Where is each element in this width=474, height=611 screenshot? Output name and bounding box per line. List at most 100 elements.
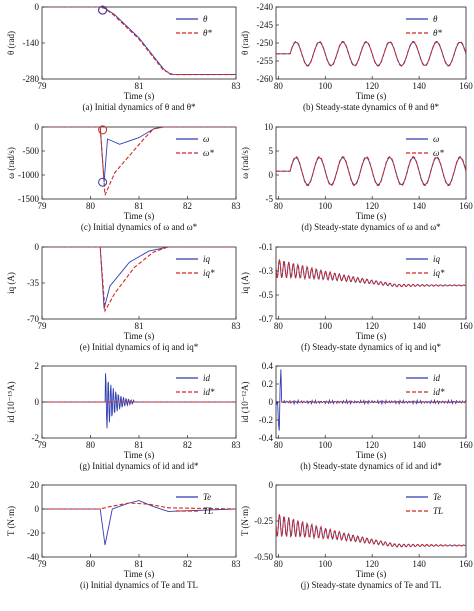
y-tick-label: -140 (23, 38, 40, 48)
chart-panel-e: 79 81 83 0 -35 -70 Time (s) iq (A) iq iq* (e) Init… (6, 242, 241, 352)
legend-label: iq* (433, 268, 445, 278)
panel-caption: (i) Initial dynamics of Te and TL (80, 580, 198, 590)
y-tick-label: -70 (27, 314, 39, 324)
x-axis-label: Time (s) (124, 331, 154, 341)
x-axis-label: Time (s) (124, 569, 154, 579)
y-axis-label: iq (A) (240, 272, 250, 294)
legend-label: θ (203, 14, 208, 24)
y-tick-label: 0 (35, 504, 40, 514)
y-axis-label: T (N·m) (240, 506, 250, 536)
series-line-1 (42, 247, 236, 313)
panel-caption: (d) Steady-state dynamics of ω and ω* (301, 222, 441, 232)
plot-frame (41, 246, 237, 320)
panel-caption: (c) Initial dynamics of ω and ω* (81, 222, 198, 232)
y-tick-label: -250 (257, 38, 274, 48)
panel-caption: (g) Initial dynamics of id and id* (80, 461, 199, 471)
series-line-1 (42, 502, 236, 510)
y-tick-label: 10 (264, 122, 274, 132)
legend-label: iq (433, 254, 441, 264)
x-tick-label: 81 (135, 81, 144, 91)
x-tick-label: 120 (365, 201, 379, 211)
x-tick-label: 83 (232, 321, 242, 331)
y-tick-label: -2 (32, 433, 40, 443)
x-tick-label: 81 (135, 559, 144, 569)
y-tick-label: 0 (35, 122, 40, 132)
y-tick-label: -5 (266, 194, 274, 204)
legend-label: id* (203, 387, 215, 397)
y-tick-label: 2 (35, 361, 40, 371)
x-tick-label: 81 (135, 440, 144, 450)
y-tick-label: 0.4 (262, 361, 274, 371)
panel-caption: (h) Steady-state dynamics of id and id* (300, 461, 442, 471)
y-tick-label: -0.7 (259, 314, 274, 324)
x-tick-label: 81 (135, 321, 144, 331)
x-tick-label: 120 (365, 81, 379, 91)
plot-frame (275, 484, 467, 558)
chart-panel-b: 80 100 120 140 160 -240 -245 -250 -255 -260 Time (… (240, 2, 473, 112)
y-tick-label: -240 (257, 2, 274, 12)
y-tick-label: -0.50 (254, 552, 273, 562)
y-tick-label: 0 (35, 2, 40, 12)
y-tick-label: -245 (257, 20, 274, 30)
panel-caption: (a) Initial dynamics of θ and θ* (82, 102, 196, 112)
y-tick-label: 0 (35, 397, 40, 407)
x-axis-label: Time (s) (124, 211, 154, 221)
y-tick-label: -1500 (18, 194, 39, 204)
y-tick-label: 0 (269, 170, 274, 180)
x-axis-label: Time (s) (124, 91, 154, 101)
plot-frame (41, 484, 237, 558)
y-tick-label: -260 (257, 74, 274, 84)
x-tick-label: 120 (365, 440, 379, 450)
panel-caption: (j) Steady-state dynamics of Te and TL (301, 580, 442, 590)
legend-label: iq (203, 254, 211, 264)
plot-frame (41, 126, 237, 200)
x-tick-label: 120 (365, 559, 379, 569)
y-axis-label: ω (rad/s) (240, 147, 250, 179)
x-tick-label: 160 (459, 201, 473, 211)
x-axis-label: Time (s) (356, 331, 386, 341)
x-tick-label: 80 (274, 321, 284, 331)
x-tick-label: 80 (86, 201, 96, 211)
x-tick-label: 79 (38, 81, 48, 91)
y-tick-label: -0.25 (254, 516, 273, 526)
x-tick-label: 79 (38, 201, 48, 211)
legend-label: iq* (203, 268, 215, 278)
x-tick-label: 100 (319, 201, 333, 211)
y-tick-label: -35 (27, 278, 39, 288)
chart-panel-i: 79 80 81 82 83 20 0 -20 -40 Time (s) T (N·m) Te TL (i… (6, 480, 241, 590)
legend-label: id (203, 373, 211, 383)
y-tick-label: -280 (23, 74, 40, 84)
x-tick-label: 82 (183, 559, 192, 569)
chart-panel-c: 79 80 81 82 83 0 -500 -1000 -1500 Time (s) ω (rad/… (6, 122, 241, 232)
y-axis-label: θ (rad) (6, 31, 16, 55)
x-tick-label: 80 (274, 81, 284, 91)
highlight-marker (98, 177, 108, 187)
legend-label: θ* (203, 28, 212, 38)
x-tick-label: 160 (459, 81, 473, 91)
y-axis-label: ω (rad/s) (6, 147, 16, 179)
x-tick-label: 82 (183, 201, 192, 211)
y-tick-label: -0.1 (259, 242, 273, 252)
legend-label: TL (203, 506, 213, 516)
legend-label: TL (433, 506, 443, 516)
x-axis-label: Time (s) (124, 450, 154, 460)
x-tick-label: 80 (86, 559, 96, 569)
legend-label: θ (433, 14, 438, 24)
series-line-1 (276, 514, 466, 548)
y-tick-label: -0.4 (259, 433, 274, 443)
y-tick-label: -255 (257, 56, 274, 66)
series-line-1 (42, 7, 236, 76)
x-tick-label: 83 (232, 81, 242, 91)
series-line-0 (42, 7, 236, 76)
x-tick-label: 83 (232, 440, 242, 450)
legend-label: ω (433, 134, 439, 144)
chart-panel-h: 80 100 120 140 160 0.4 0.2 0 -0.2 -0.4 Time (s) id … (240, 361, 473, 471)
chart-panel-j: 80 100 120 140 160 0 -0.25 -0.50 Time (s) T (N·m)… (240, 480, 473, 590)
y-axis-label: iq (A) (6, 272, 16, 294)
panel-caption: (f) Steady-state dynamics of iq and iq* (301, 342, 441, 352)
x-tick-label: 79 (38, 321, 48, 331)
x-tick-label: 140 (412, 559, 426, 569)
x-tick-label: 160 (459, 321, 473, 331)
y-axis-label: θ (rad) (240, 31, 250, 55)
